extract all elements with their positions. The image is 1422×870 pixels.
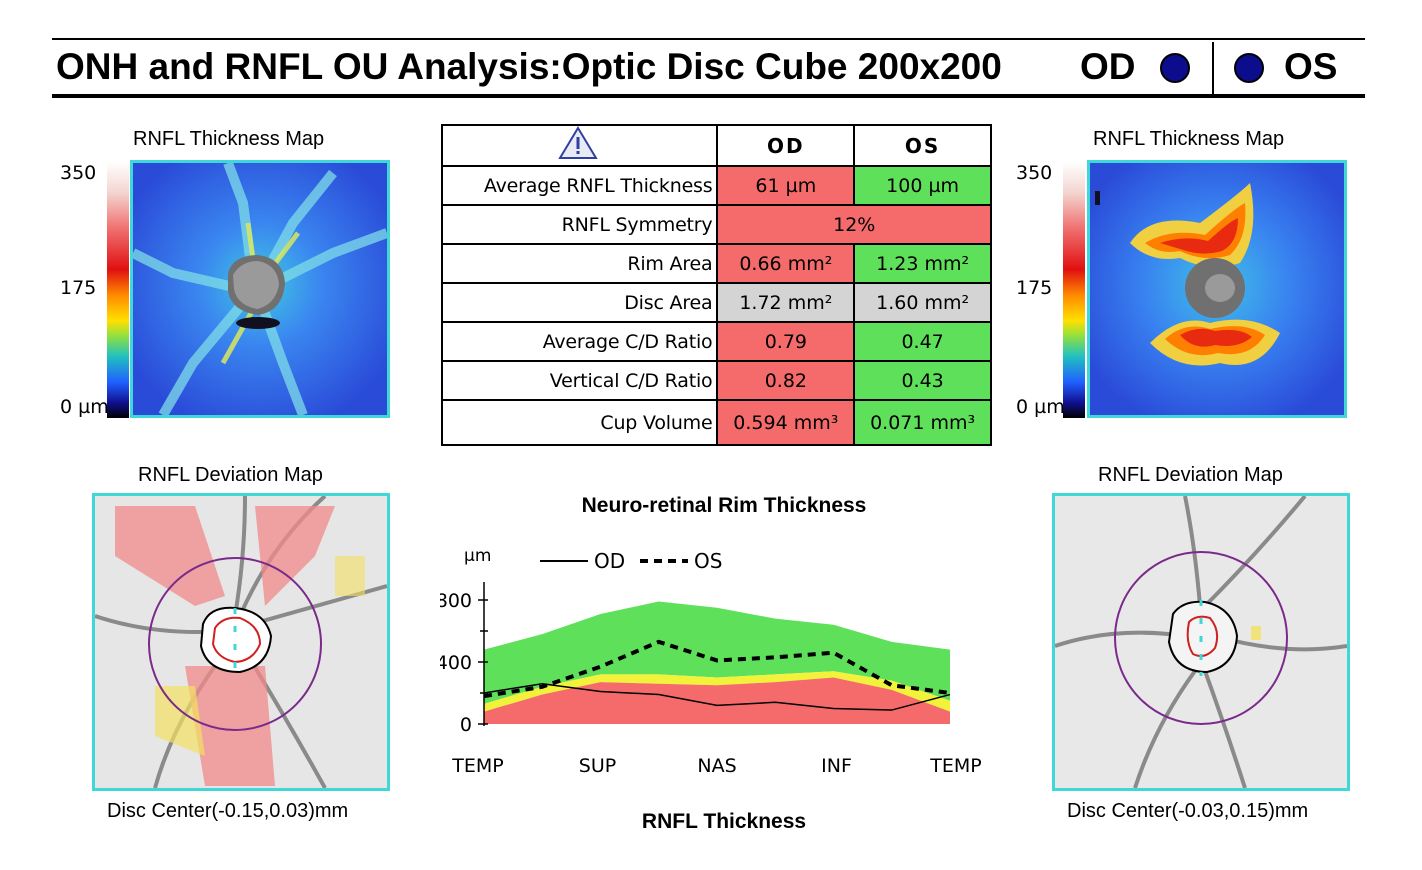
y-tick-label: 400 (440, 652, 472, 674)
x-category-label: SUP (579, 755, 616, 777)
table-row: Disc Area 1.72 mm² 1.60 mm² (440, 282, 992, 323)
x-category-label: INF (821, 755, 852, 777)
normal-band-green (484, 601, 950, 704)
od-scale-mid: 175 (60, 277, 97, 299)
row-label: Average C/D Ratio (440, 321, 719, 362)
header-bottom-rule (52, 94, 1365, 98)
row-label: Average RNFL Thickness (440, 165, 719, 206)
table-header-row: OD OS (440, 124, 992, 167)
row-label: Vertical C/D Ratio (440, 360, 719, 401)
metrics-table: OD OS Average RNFL Thickness 61 µm 100 µ… (440, 124, 992, 446)
series-os-line (483, 639, 951, 699)
x-category-label: TEMP (451, 755, 503, 777)
od-thickness-map (130, 160, 390, 418)
chart-footer: RNFL Thickness (641, 810, 807, 833)
eye-divider (1212, 42, 1214, 94)
os-value: 0.47 (853, 321, 992, 362)
os-deviation-map-title: RNFL Deviation Map (1098, 464, 1283, 486)
os-thickness-map-image (1090, 163, 1344, 415)
legend-os-label: OS (694, 549, 722, 573)
od-thickness-map-title: RNFL Thickness Map (133, 128, 325, 150)
os-value: 0.071 mm³ (853, 399, 992, 446)
row-label: RNFL Symmetry (440, 204, 719, 245)
chart-ylabel: µm (464, 546, 491, 566)
os-value: 1.23 mm² (853, 243, 992, 284)
y-tick-label: 0 (460, 714, 472, 736)
od-value: 61 µm (716, 165, 856, 206)
column-header-os: OS (853, 124, 992, 167)
os-deviation-map (1052, 493, 1350, 791)
od-value: 0.82 (716, 360, 856, 401)
warning-icon (557, 126, 598, 159)
od-scale-max: 350 (60, 162, 97, 184)
od-eye-label: OD (1080, 46, 1136, 87)
os-thickness-colorbar (1063, 162, 1085, 418)
series-od-line (483, 682, 951, 711)
od-deviation-map-image (95, 496, 387, 788)
chart-title: Neuro-retinal Rim Thickness (581, 494, 867, 517)
chart-plot-area: 0 400 800 TEMP SUP NAS INF TEMP (440, 582, 982, 777)
os-value: 1.60 mm² (853, 282, 992, 323)
symmetry-value: 12% (716, 204, 992, 245)
os-deviation-map-image (1055, 496, 1347, 788)
row-label: Disc Area (440, 282, 719, 323)
table-row: Rim Area 0.66 mm² 1.23 mm² (440, 243, 992, 284)
page-title: ONH and RNFL OU Analysis:Optic Disc Cube… (56, 46, 1002, 87)
od-value: 0.79 (716, 321, 856, 362)
os-thickness-map (1087, 160, 1347, 418)
table-row: Average RNFL Thickness 61 µm 100 µm (440, 165, 992, 206)
od-eye-dot-icon (1160, 53, 1190, 83)
table-row: Cup Volume 0.594 mm³ 0.071 mm³ (440, 399, 992, 446)
warning-icon-cell (440, 124, 719, 167)
rim-thickness-chart: µm OD OS 0 400 800 TEMP SUP NAS INF TEMP (440, 546, 982, 777)
row-label: Rim Area (440, 243, 719, 284)
legend-od-label: OD (594, 549, 625, 573)
od-thickness-colorbar (107, 162, 129, 418)
header-top-rule (52, 38, 1365, 40)
x-category-label: NAS (697, 755, 736, 777)
od-value: 0.66 mm² (716, 243, 856, 284)
od-value: 1.72 mm² (716, 282, 856, 323)
table-row: Average C/D Ratio 0.79 0.47 (440, 321, 992, 362)
od-deviation-map-title: RNFL Deviation Map (138, 464, 323, 486)
od-scale-min: 0 µm (60, 396, 109, 418)
os-disc-center: Disc Center(-0.03,0.15)mm (1067, 800, 1309, 822)
os-eye-dot-icon (1234, 53, 1264, 83)
normal-band-yellow (484, 671, 950, 712)
column-header-od: OD (716, 124, 856, 167)
os-value: 0.43 (853, 360, 992, 401)
row-label: Cup Volume (440, 399, 719, 446)
y-tick-label: 800 (440, 590, 472, 612)
table-row: RNFL Symmetry 12% (440, 204, 992, 245)
od-thickness-map-image (133, 163, 387, 415)
table-row: Vertical C/D Ratio 0.82 0.43 (440, 360, 992, 401)
os-scale-min: 0 µm (1016, 396, 1065, 418)
x-category-label: TEMP (929, 755, 981, 777)
od-value: 0.594 mm³ (716, 399, 856, 446)
os-scale-mid: 175 (1016, 277, 1053, 299)
normal-band-red (484, 677, 950, 724)
os-scale-max: 350 (1016, 162, 1053, 184)
os-eye-label: OS (1284, 46, 1338, 87)
od-deviation-map (92, 493, 390, 791)
os-value: 100 µm (853, 165, 992, 206)
od-disc-center: Disc Center(-0.15,0.03)mm (107, 800, 349, 822)
os-thickness-map-title: RNFL Thickness Map (1093, 128, 1285, 150)
